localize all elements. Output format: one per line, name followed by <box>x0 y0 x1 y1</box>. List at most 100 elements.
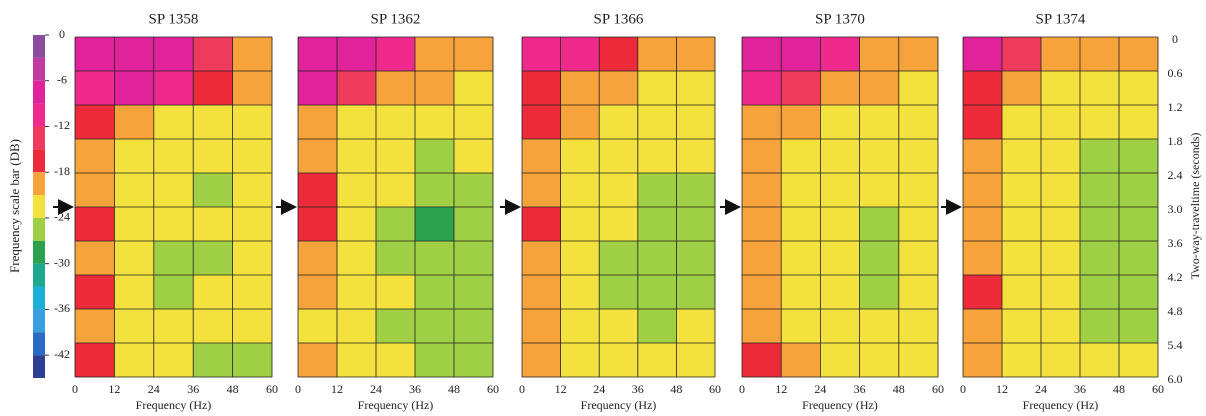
heat-cell <box>114 207 155 242</box>
heat-cell <box>560 241 600 276</box>
heat-cell <box>742 37 782 72</box>
x-tick-label: 24 <box>593 382 605 396</box>
heat-cell <box>742 71 782 106</box>
x-tick-label: 48 <box>670 382 682 396</box>
heat-cell <box>337 71 377 106</box>
heat-cell <box>193 275 233 310</box>
heat-cell <box>232 173 273 208</box>
heat-cell <box>560 139 600 174</box>
heat-cell <box>859 37 900 72</box>
heat-cell <box>232 105 273 140</box>
heat-cell <box>742 343 782 378</box>
heat-cell <box>75 139 115 174</box>
heat-cell <box>1041 309 1081 344</box>
heat-cell <box>153 173 194 208</box>
heat-cell <box>963 71 1003 106</box>
heat-cell <box>599 309 639 344</box>
heat-cell <box>376 343 416 378</box>
heat-cell <box>560 309 600 344</box>
heat-cell <box>1041 173 1081 208</box>
heat-cell <box>599 139 639 174</box>
heat-cell <box>153 241 194 276</box>
heat-cell <box>963 37 1003 72</box>
heat-cell <box>781 71 821 106</box>
heat-cell <box>1080 275 1120 310</box>
heat-cell <box>1080 241 1120 276</box>
colorbar-band <box>33 149 45 173</box>
heat-cell <box>454 275 494 310</box>
heat-cell <box>1080 309 1120 344</box>
colorbar-tick-label: -30 <box>54 255 70 269</box>
heat-cell <box>676 173 716 208</box>
heat-cell <box>298 207 338 242</box>
heat-cell <box>560 275 600 310</box>
heat-cell <box>337 105 377 140</box>
heat-cell <box>1002 207 1042 242</box>
heat-cell <box>153 139 194 174</box>
heat-cell <box>337 139 377 174</box>
heat-cell <box>859 71 900 106</box>
heat-cell <box>820 37 860 72</box>
heat-cell <box>75 173 115 208</box>
x-tick-label: 24 <box>370 382 382 396</box>
heat-cell <box>898 37 939 72</box>
x-tick-label: 60 <box>932 382 944 396</box>
heat-cell <box>637 173 677 208</box>
heat-cell <box>820 139 860 174</box>
heat-cell <box>114 275 155 310</box>
heat-cell <box>337 309 377 344</box>
colorbar-band <box>33 103 45 127</box>
heat-cell <box>781 275 821 310</box>
heat-cell <box>193 343 233 378</box>
heat-cell <box>742 241 782 276</box>
heat-cell <box>75 105 115 140</box>
heat-cell <box>454 71 494 106</box>
heat-cell <box>898 139 939 174</box>
heat-cell <box>1002 309 1042 344</box>
heat-cell <box>898 309 939 344</box>
x-tick-label: 60 <box>266 382 278 396</box>
heat-cell <box>415 37 455 72</box>
heat-cell <box>1119 139 1159 174</box>
heat-cell <box>637 71 677 106</box>
heat-cell <box>415 207 455 242</box>
heat-cell <box>1041 275 1081 310</box>
heat-cell <box>454 105 494 140</box>
heat-cell <box>963 309 1003 344</box>
x-tick-label: 48 <box>1113 382 1125 396</box>
heat-cell <box>742 173 782 208</box>
heat-cell <box>1002 173 1042 208</box>
heat-cell <box>963 207 1003 242</box>
x-tick-label: 12 <box>775 382 787 396</box>
colorbar-band <box>33 172 45 196</box>
x-tick-label: 36 <box>187 382 199 396</box>
heat-cell <box>337 343 377 378</box>
heat-cell <box>599 37 639 72</box>
panel-title: SP 1362 <box>371 11 421 27</box>
y-tick-label: 3.0 <box>1168 202 1183 216</box>
y-tick-label: 0.6 <box>1168 66 1183 80</box>
heat-cell <box>676 275 716 310</box>
y-tick-label: 6.0 <box>1168 372 1183 386</box>
heat-cell <box>963 173 1003 208</box>
heat-cell <box>859 343 900 378</box>
heat-cell <box>75 241 115 276</box>
heat-cell <box>859 241 900 276</box>
heat-cell <box>781 241 821 276</box>
heat-cell <box>676 343 716 378</box>
heat-cell <box>859 275 900 310</box>
colorbar-tick-label: 0 <box>59 27 65 41</box>
heat-cell <box>337 207 377 242</box>
heat-cell <box>114 241 155 276</box>
heat-cell <box>337 37 377 72</box>
heat-cell <box>781 139 821 174</box>
heat-cell <box>153 207 194 242</box>
heat-cell <box>560 343 600 378</box>
x-tick-label: 36 <box>854 382 866 396</box>
x-tick-label: 60 <box>1152 382 1164 396</box>
y-tick-label: 3.6 <box>1168 236 1183 250</box>
heat-cell <box>376 37 416 72</box>
heat-cell <box>232 241 273 276</box>
colorbar-tick-label: -36 <box>54 301 70 315</box>
